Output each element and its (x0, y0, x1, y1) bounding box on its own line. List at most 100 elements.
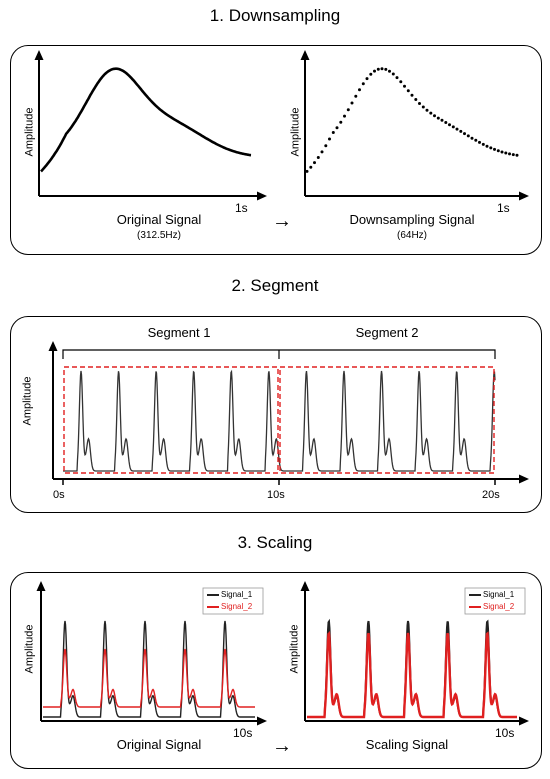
downsampled-sample-dot (380, 67, 384, 71)
segment-1-label: Segment 1 (147, 325, 211, 340)
scaling-left-ylabel: Amplitude (23, 624, 36, 674)
downsampled-sample-dot (339, 120, 343, 124)
scaling-right-legend (464, 587, 526, 615)
downsampled-signal-dots (305, 67, 519, 173)
scaled-signal-2-curve (307, 630, 517, 719)
section-title-segment: 2. Segment (231, 276, 319, 295)
downsampling-signal-rate: (64Hz) (396, 230, 427, 241)
scaling-diagram (36, 581, 529, 726)
right-legend-signal-1: Signal_1 (483, 590, 515, 599)
downsampling-right-ylabel: Amplitude (289, 107, 302, 157)
scaling-right-ylabel: Amplitude (288, 624, 301, 674)
scaling-left-legend (202, 587, 264, 615)
downsampled-sample-dot (451, 125, 455, 129)
downsampled-sample-dot (410, 93, 414, 97)
downsampled-sample-dot (399, 80, 403, 84)
section-title-scaling: 3. Scaling (237, 533, 313, 552)
downsampled-sample-dot (470, 136, 474, 140)
segment-ylabel: Amplitude (21, 376, 34, 426)
downsampled-sample-dot (316, 156, 320, 159)
downsampled-sample-dot (496, 149, 500, 153)
segment-windows (63, 366, 495, 474)
downsampled-sample-dot (425, 108, 429, 112)
downsampling-left-tick: 1s (235, 201, 248, 215)
scaling-original-caption: Original Signal (116, 737, 202, 752)
downsampled-sample-dot (361, 82, 365, 86)
downsampled-sample-dot (346, 108, 350, 112)
downsampled-sample-dot (373, 69, 376, 73)
segment-2-label: Segment 2 (355, 325, 419, 340)
scaling-left-tick: 10s (233, 726, 253, 740)
downsampled-sample-dot (418, 102, 421, 105)
downsampled-sample-dot (388, 69, 391, 73)
downsampled-sample-dot (455, 127, 459, 131)
downsampled-sample-dot (309, 165, 313, 169)
downsampled-sample-dot (433, 114, 436, 118)
segment-diagram (48, 341, 529, 485)
downsampled-sample-dot (485, 144, 489, 148)
segment-axes (48, 341, 529, 485)
downsampled-sample-dot (395, 76, 399, 80)
scaling-arrow-icon: → (272, 735, 292, 757)
original-signal-curve (40, 67, 252, 173)
downsampled-sample-dot (403, 84, 406, 88)
downsampled-sample-dot (406, 89, 410, 93)
left-legend-signal-1: Signal_1 (221, 590, 253, 599)
downsampled-sample-dot (328, 137, 331, 141)
downsampled-sample-dot (384, 67, 388, 71)
downsampled-sample-dot (324, 144, 328, 148)
downsampled-sample-dot (354, 94, 358, 98)
downsampled-sample-dot (376, 67, 380, 71)
scaling-right-tick: 10s (495, 726, 515, 740)
downsampled-sample-dot (500, 150, 504, 154)
segment-window-2 (279, 366, 495, 474)
downsampled-sample-dot (444, 121, 448, 124)
original-signal-2-curve (43, 648, 255, 708)
downsampled-sample-dot (414, 98, 418, 101)
segment-tick-0s: 0s (53, 489, 65, 501)
downsampled-signal-axes (300, 50, 529, 201)
section-title-downsampling: 1. Downsampling (209, 6, 341, 25)
original-signal-caption: Original Signal (116, 212, 202, 227)
downsampled-sample-dot (429, 111, 433, 115)
downsampled-sample-dot (448, 123, 451, 127)
downsampling-signal-caption: Downsampling Signal (349, 212, 475, 227)
left-legend-signal-2: Signal_2 (221, 602, 253, 611)
downsampled-sample-dot (313, 161, 316, 165)
segment-window-1 (63, 366, 279, 474)
downsampled-sample-dot (515, 153, 519, 157)
downsampled-sample-dot (421, 105, 425, 109)
original-signal-axes (34, 50, 267, 201)
segment-brackets (62, 349, 496, 359)
downsampled-sample-dot (365, 77, 369, 81)
downsampling-left-ylabel: Amplitude (23, 107, 36, 157)
downsampling-diagram (34, 50, 529, 201)
downsampled-sample-dot (511, 153, 515, 157)
downsampled-sample-dot (508, 152, 511, 156)
downsampled-sample-dot (481, 142, 485, 146)
scaling-left-axes (36, 581, 267, 726)
scaling-signal-caption: Scaling Signal (365, 737, 449, 752)
downsampled-sample-dot (459, 129, 463, 133)
downsampled-sample-dot (305, 169, 309, 173)
scaling-right-axes (300, 581, 529, 726)
original-signal-1-curve (43, 620, 255, 718)
arrow-icon: → (272, 210, 292, 232)
downsampling-panel: Amplitude 1s Original Signal (312.5Hz) →… (10, 45, 542, 255)
segment-tick-20s: 20s (482, 489, 500, 501)
segment-panel: Segment 1 Segment 2 Amplitude 0s 10s 20s (10, 316, 542, 513)
downsampled-sample-dot (331, 131, 335, 134)
downsampled-sample-dot (369, 72, 373, 76)
scaling-panel: Signal_1 Signal_2 Signal_1 Signal_2 Ampl… (10, 572, 542, 769)
downsampled-sample-dot (489, 146, 493, 150)
downsampled-sample-dot (358, 88, 361, 92)
downsampled-sample-dot (391, 72, 395, 76)
downsampled-sample-dot (493, 147, 496, 151)
right-legend-signal-2: Signal_2 (483, 602, 515, 611)
segment-tick-10s: 10s (267, 489, 285, 501)
downsampled-sample-dot (504, 151, 508, 155)
downsampling-right-tick: 1s (497, 201, 510, 215)
downsampled-sample-dot (436, 116, 440, 120)
downsampled-sample-dot (478, 140, 481, 144)
downsampled-sample-dot (343, 114, 346, 118)
